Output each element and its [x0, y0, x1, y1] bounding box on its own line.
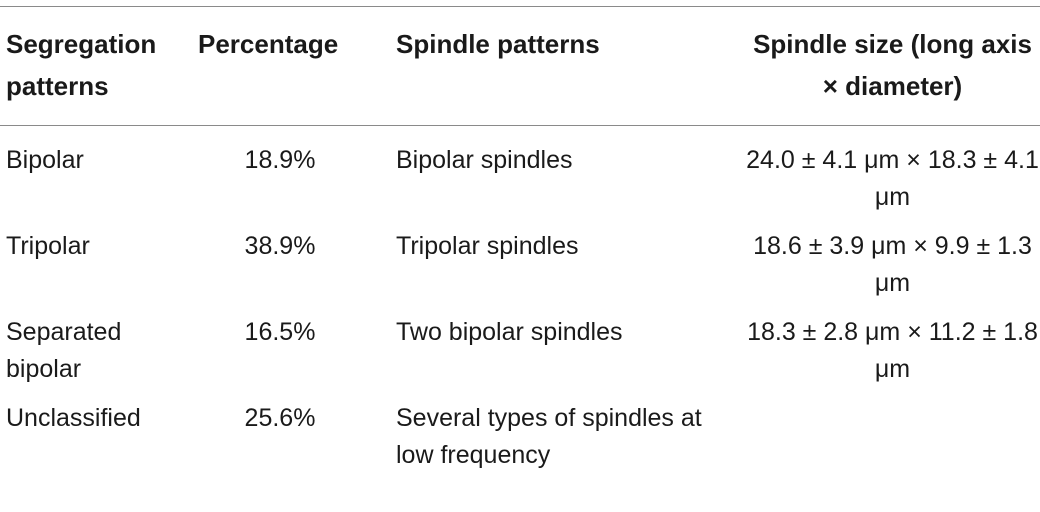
header-percentage: Percentage: [198, 29, 339, 59]
cell-spindle-size: [715, 400, 1040, 486]
table-header: Segregation patterns Percentage Spindle …: [0, 6, 1040, 126]
cell-segregation: Separated bipolar: [6, 318, 122, 383]
cell-percentage: 38.9%: [244, 232, 316, 260]
table-row: Unclassified 25.6% Several types of spin…: [0, 400, 1040, 486]
cell-spindle-size: 18.6 ± 3.9 μm × 9.9 ± 1.3 μm: [753, 232, 1032, 297]
cell-segregation: Tripolar: [6, 232, 90, 260]
table-body: Bipolar 18.9% Bipolar spindles 24.0 ± 4.…: [0, 126, 1040, 487]
cell-segregation: Unclassified: [6, 404, 141, 432]
cell-spindle-patterns: Two bipolar spindles: [396, 318, 623, 346]
cell-percentage: 16.5%: [244, 318, 316, 346]
cell-spindle-patterns: Tripolar spindles: [396, 232, 579, 260]
header-spindle-patterns: Spindle patterns: [396, 29, 600, 59]
cell-percentage: 18.9%: [244, 146, 316, 174]
table-row: Separated bipolar 16.5% Two bipolar spin…: [0, 314, 1040, 400]
cell-spindle-size: 24.0 ± 4.1 μm × 18.3 ± 4.1 μm: [746, 146, 1039, 211]
cell-spindle-size: 18.3 ± 2.8 μm × 11.2 ± 1.8 μm: [747, 318, 1038, 383]
table-row: Tripolar 38.9% Tripolar spindles 18.6 ± …: [0, 228, 1040, 314]
cell-spindle-patterns: Bipolar spindles: [396, 146, 573, 174]
cell-segregation: Bipolar: [6, 146, 84, 174]
header-row: Segregation patterns Percentage Spindle …: [0, 6, 1040, 126]
header-segregation-patterns: Segregation patterns: [6, 29, 157, 101]
cell-percentage: 25.6%: [244, 404, 316, 432]
cell-spindle-patterns: Several types of spindles at low frequen…: [396, 404, 702, 469]
header-spindle-size: Spindle size (long axis × diameter): [753, 29, 1032, 101]
table-row: Bipolar 18.9% Bipolar spindles 24.0 ± 4.…: [0, 126, 1040, 229]
spindle-table: Segregation patterns Percentage Spindle …: [0, 6, 1040, 486]
